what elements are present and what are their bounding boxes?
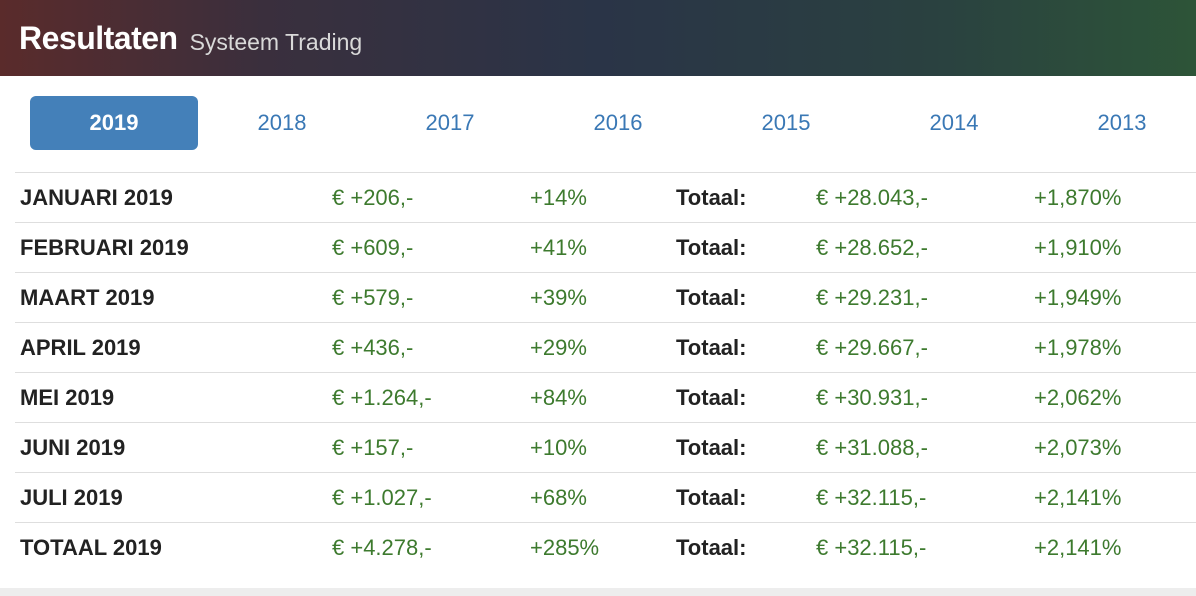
- total-label: Totaal:: [676, 435, 747, 460]
- total-percent-cell: +1,910%: [1034, 235, 1122, 260]
- table-row: JULI 2019 € +1.027,- +68% Totaal: € +32.…: [15, 472, 1196, 522]
- total-percent-cell: +2,062%: [1034, 385, 1122, 410]
- tab-2016[interactable]: 2016: [593, 110, 643, 135]
- table-row-total: TOTAAL 2019 € +4.278,- +285% Totaal: € +…: [15, 522, 1196, 572]
- total-percent-cell: +2,141%: [1034, 485, 1122, 510]
- amount-cell: € +579,-: [332, 285, 414, 310]
- tab-2014[interactable]: 2014: [929, 110, 979, 135]
- percent-cell: +285%: [530, 535, 600, 560]
- month-cell: JULI 2019: [20, 485, 123, 510]
- month-cell: MAART 2019: [20, 285, 155, 310]
- amount-cell: € +1.264,-: [332, 385, 432, 410]
- percent-cell: +29%: [530, 335, 587, 360]
- total-label: Totaal:: [676, 385, 747, 410]
- page-title: Resultaten: [19, 19, 178, 56]
- amount-cell: € +157,-: [332, 435, 414, 460]
- total-label: Totaal:: [676, 485, 747, 510]
- percent-cell: +84%: [530, 385, 587, 410]
- tab-2013[interactable]: 2013: [1097, 110, 1147, 135]
- percent-cell: +10%: [530, 435, 587, 460]
- month-cell: JUNI 2019: [20, 435, 126, 460]
- month-cell: TOTAAL 2019: [20, 535, 162, 560]
- tab-2015[interactable]: 2015: [761, 110, 811, 135]
- total-percent-cell: +1,949%: [1034, 285, 1122, 310]
- percent-cell: +39%: [530, 285, 587, 310]
- total-amount-cell: € +28.652,-: [816, 235, 928, 260]
- percent-cell: +41%: [530, 235, 587, 260]
- table-row: APRIL 2019 € +436,- +29% Totaal: € +29.6…: [15, 322, 1196, 372]
- total-label: Totaal:: [676, 335, 747, 360]
- tab-2017[interactable]: 2017: [425, 110, 475, 135]
- year-tabs: 2019 2018 2017 2016 2015 2014 2013: [30, 96, 1180, 150]
- page-subtitle: Systeem Trading: [189, 28, 363, 55]
- total-amount-cell: € +28.043,-: [816, 185, 928, 210]
- amount-cell: € +609,-: [332, 235, 414, 260]
- total-percent-cell: +2,073%: [1034, 435, 1122, 460]
- total-amount-cell: € +32.115,-: [816, 485, 927, 510]
- percent-cell: +14%: [530, 185, 587, 210]
- table-row: MAART 2019 € +579,- +39% Totaal: € +29.2…: [15, 272, 1196, 322]
- results-table: JANUARI 2019 € +206,- +14% Totaal: € +28…: [15, 172, 1196, 572]
- table-row: FEBRUARI 2019 € +609,- +41% Totaal: € +2…: [15, 222, 1196, 272]
- tab-2018[interactable]: 2018: [257, 110, 307, 135]
- total-label: Totaal:: [676, 185, 747, 210]
- bottom-divider: [0, 588, 1196, 596]
- total-percent-cell: +2,141%: [1034, 535, 1122, 560]
- table-row: MEI 2019 € +1.264,- +84% Totaal: € +30.9…: [15, 372, 1196, 422]
- month-cell: APRIL 2019: [20, 335, 141, 360]
- total-amount-cell: € +32.115,-: [816, 535, 927, 560]
- total-amount-cell: € +30.931,-: [816, 385, 928, 410]
- month-cell: MEI 2019: [20, 385, 115, 410]
- month-cell: FEBRUARI 2019: [20, 235, 189, 260]
- total-amount-cell: € +29.231,-: [816, 285, 928, 310]
- amount-cell: € +4.278,-: [332, 535, 432, 560]
- total-amount-cell: € +31.088,-: [816, 435, 928, 460]
- percent-cell: +68%: [530, 485, 587, 510]
- total-percent-cell: +1,978%: [1034, 335, 1122, 360]
- total-amount-cell: € +29.667,-: [816, 335, 928, 360]
- total-label: Totaal:: [676, 285, 747, 310]
- amount-cell: € +1.027,-: [332, 485, 432, 510]
- amount-cell: € +206,-: [332, 185, 414, 210]
- total-percent-cell: +1,870%: [1034, 185, 1122, 210]
- tab-2019[interactable]: 2019: [30, 96, 198, 150]
- amount-cell: € +436,-: [332, 335, 414, 360]
- total-label: Totaal:: [676, 235, 747, 260]
- page-header: Resultaten Systeem Trading: [0, 0, 1196, 76]
- table-row: JUNI 2019 € +157,- +10% Totaal: € +31.08…: [15, 422, 1196, 472]
- month-cell: JANUARI 2019: [20, 185, 173, 210]
- total-label: Totaal:: [676, 535, 747, 560]
- table-row: JANUARI 2019 € +206,- +14% Totaal: € +28…: [15, 172, 1196, 222]
